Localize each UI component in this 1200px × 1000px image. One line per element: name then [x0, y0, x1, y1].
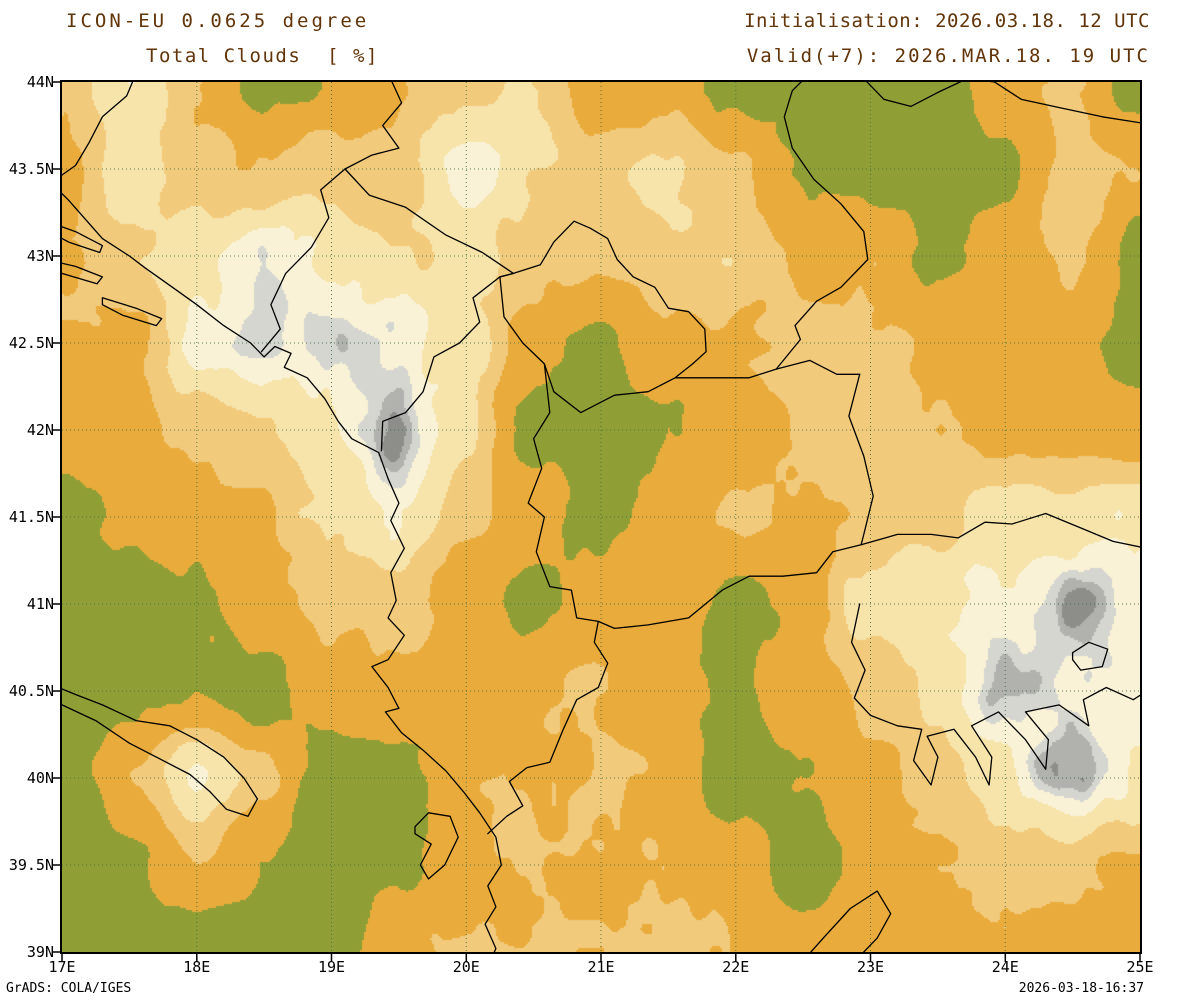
border-serbia-bulgaria-border	[775, 82, 869, 370]
border-serbia-macedonia-border	[674, 359, 861, 379]
lat-tick-label: 41N	[26, 595, 54, 613]
lon-tick-label: 17E	[48, 958, 76, 976]
lon-tick-label: 22E	[722, 958, 750, 976]
border-albania-macedonia-border	[527, 363, 599, 623]
lat-tick-label: 44N	[26, 73, 54, 91]
lon-tick-label: 19E	[317, 958, 346, 976]
border-aegean-coastline	[850, 603, 1140, 786]
grads-credit: GrADS: COLA/IGES	[6, 981, 132, 996]
border-montenegro-albania-border	[380, 272, 515, 452]
lon-tick-label: 23E	[856, 958, 885, 976]
border-croatian-island-1	[62, 226, 104, 254]
lat-tick-label: 42.5N	[8, 334, 54, 352]
lon-tick-label: 21E	[587, 958, 615, 976]
lat-tick-label: 43N	[26, 247, 54, 265]
lat-tick-label: 39.5N	[8, 856, 54, 874]
map-overlay-svg	[62, 82, 1140, 952]
border-kosovo-border	[499, 220, 707, 414]
variable-title: Total Clouds [ %]	[146, 45, 379, 67]
border-thasos-island	[1071, 641, 1109, 671]
border-adriatic-coastline	[62, 192, 502, 952]
border-greece-macedonia-border	[597, 544, 862, 630]
border-montenegro-serbia-border	[344, 168, 515, 275]
initialisation-label: Initialisation: 2026.03.18. 12 UTC	[744, 10, 1150, 32]
lat-tick-label: 42N	[26, 421, 54, 439]
lat-tick-label: 43.5N	[8, 160, 54, 178]
lon-tick-label: 20E	[452, 958, 480, 976]
border-croatia-bosnia-border	[62, 82, 134, 176]
border-corfu-island	[414, 812, 459, 880]
border-albania-greece-border	[487, 620, 609, 835]
border-croatian-island-3	[101, 297, 163, 327]
render-timestamp: 2026-03-18-16:37	[1018, 981, 1144, 996]
valid-time-label: Valid(+7): 2026.MAR.18. 19 UTC	[746, 45, 1150, 67]
lat-tick-label: 41.5N	[8, 508, 54, 526]
lat-tick-label: 39N	[26, 943, 54, 961]
lon-tick-label: 18E	[183, 958, 211, 976]
lon-tick-label: 25E	[1126, 958, 1154, 976]
border-greece-bulgaria-border	[860, 512, 1140, 548]
model-title: ICON-EU 0.0625 degree	[66, 10, 370, 32]
border-pelion-coastline	[810, 890, 892, 952]
border-danube-romania-border	[866, 82, 1140, 124]
lat-tick-label: 40.5N	[8, 682, 54, 700]
lon-tick-label: 24E	[991, 958, 1019, 976]
border-italy-salento-coast	[62, 688, 259, 817]
border-croatian-island-2	[62, 262, 104, 285]
lat-tick-label: 40N	[26, 769, 54, 787]
map-plot-area	[62, 82, 1140, 952]
border-macedonia-bulgaria-border	[848, 373, 874, 546]
